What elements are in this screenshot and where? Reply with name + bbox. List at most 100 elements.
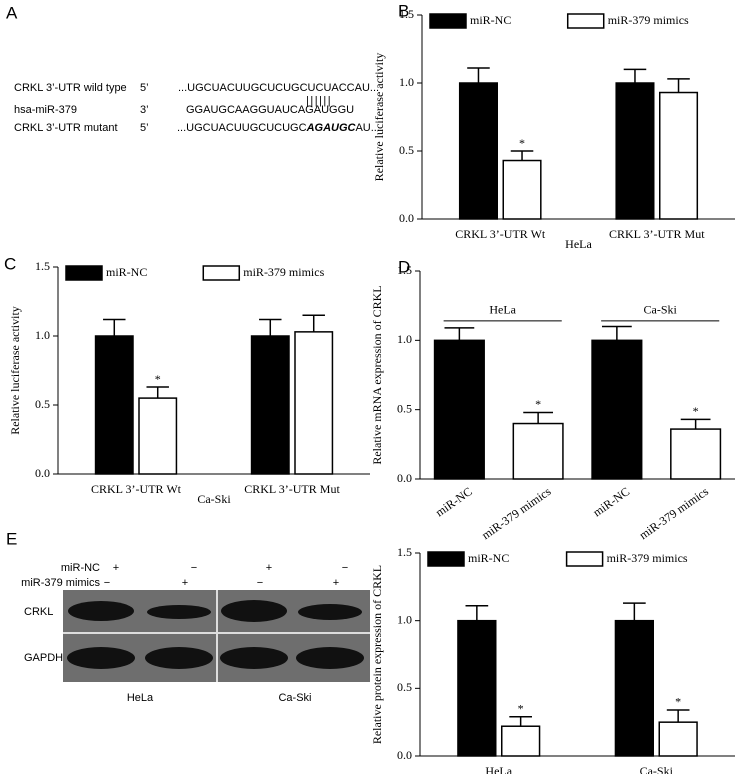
significance: *	[675, 695, 681, 709]
bar	[512, 422, 564, 480]
y-tick-label: 1.5	[399, 7, 414, 21]
y-tick-label: 1.0	[397, 612, 412, 626]
bar	[591, 339, 643, 480]
panel-label: A	[6, 3, 18, 22]
sequence: ...UGCUACUUGCUCUGCAGAUGCAU...	[177, 122, 380, 134]
y-tick-label: 1.5	[35, 259, 50, 273]
row-name: hsa-miR-379	[14, 104, 77, 116]
band	[147, 605, 211, 619]
row-name: CRKL 3’-UTR mutant	[14, 122, 118, 134]
sign: −	[104, 577, 110, 589]
legend-swatch	[65, 265, 103, 281]
y-axis-label: Relative mRNA expression of CRKL	[370, 285, 384, 464]
y-tick-label: 1.0	[399, 75, 414, 89]
strand-end: 3’	[140, 104, 149, 116]
legend-label: miR-NC	[106, 265, 147, 279]
bar	[658, 721, 698, 757]
y-tick-label: 0.5	[35, 397, 50, 411]
significance: *	[518, 702, 524, 716]
y-axis-label: Relative protein expression of CRKL	[370, 565, 384, 744]
band-label: CRKL	[24, 606, 53, 618]
y-tick-label: 1.5	[397, 545, 412, 559]
sign: −	[257, 577, 263, 589]
mutation: AGAUGC	[306, 122, 357, 134]
band	[145, 647, 213, 669]
strand-end: 5’	[140, 122, 149, 134]
significance: *	[535, 397, 541, 411]
y-axis-label: Relative luciferase activity	[372, 53, 386, 182]
bar	[138, 397, 178, 475]
bar	[502, 159, 542, 220]
bar	[457, 619, 497, 757]
x-axis-label: HeLa	[565, 237, 592, 251]
legend-label: miR-379 mimics	[243, 265, 324, 279]
y-tick-label: 0.0	[35, 466, 50, 480]
bar	[458, 82, 499, 220]
legend-label: miR-NC	[470, 13, 511, 27]
legend-swatch	[565, 551, 604, 567]
x-tick-label: HeLa	[485, 764, 512, 774]
bar	[501, 725, 541, 757]
legend-label: miR-379 mimics	[607, 551, 688, 565]
y-axis-label: Relative luciferase activity	[8, 306, 22, 435]
y-tick-label: 0.0	[399, 211, 414, 225]
sign: +	[333, 577, 339, 589]
x-tick-label: miR-NC	[433, 484, 475, 519]
legend-label: miR-NC	[468, 551, 509, 565]
strand-end: 5’	[140, 82, 149, 94]
bar	[250, 335, 290, 475]
x-tick-label: CRKL 3’-UTR Wt	[91, 482, 182, 496]
legend-swatch	[427, 551, 465, 567]
bar	[94, 335, 134, 475]
bar	[615, 82, 655, 220]
legend-swatch	[202, 265, 241, 281]
x-tick-label: CRKL 3’-UTR Mut	[244, 482, 340, 496]
sequence: GGAUGCAAGGUAUCAGAUGGU	[186, 104, 354, 116]
legend-swatch	[566, 13, 605, 29]
band	[220, 647, 288, 669]
row-name: CRKL 3’-UTR wild type	[14, 82, 127, 94]
x-axis-label: Ca-Ski	[197, 492, 231, 506]
panel-label: E	[6, 529, 17, 548]
sign: −	[191, 562, 197, 574]
sequence-part: AU...	[355, 122, 379, 134]
group-label: Ca-Ski	[278, 692, 311, 704]
y-tick-label: 0.5	[399, 143, 414, 157]
x-tick-label: CRKL 3’-UTR Wt	[455, 227, 546, 241]
x-tick-label: miR-NC	[590, 484, 632, 519]
band-label: GAPDH	[24, 652, 63, 664]
x-tick-label: miR-379 mimics	[637, 484, 712, 542]
band	[67, 647, 135, 669]
sign: −	[342, 562, 348, 574]
band	[298, 604, 362, 620]
significance: *	[519, 136, 525, 150]
bar	[670, 428, 722, 480]
group-label: Ca-Ski	[644, 303, 678, 317]
y-tick-label: 1.5	[397, 263, 412, 277]
y-tick-label: 0.5	[397, 401, 412, 415]
legend-label: miR-379 mimics	[608, 13, 689, 27]
sign: +	[182, 577, 188, 589]
y-tick-label: 0.0	[397, 471, 412, 485]
sign: +	[113, 562, 119, 574]
y-tick-label: 0.0	[397, 748, 412, 762]
panel-label: B	[398, 1, 409, 20]
bar	[659, 91, 699, 220]
y-tick-label: 1.0	[35, 328, 50, 342]
band	[296, 647, 364, 669]
significance: *	[693, 404, 699, 418]
row-name: miR-NC	[61, 562, 100, 574]
pairing-lines: ||||||	[306, 95, 332, 107]
bar	[294, 331, 334, 475]
blot-bands	[67, 600, 364, 669]
significance: *	[155, 372, 161, 386]
y-tick-label: 1.0	[397, 332, 412, 346]
group-label: HeLa	[127, 692, 154, 704]
y-tick-label: 0.5	[397, 680, 412, 694]
x-tick-label: miR-379 mimics	[479, 484, 554, 542]
panel-label: D	[398, 257, 410, 276]
panel-label: C	[4, 254, 16, 273]
band	[68, 601, 134, 621]
sequence-part: ...UGCUACUUGCUCUGC	[177, 122, 307, 134]
